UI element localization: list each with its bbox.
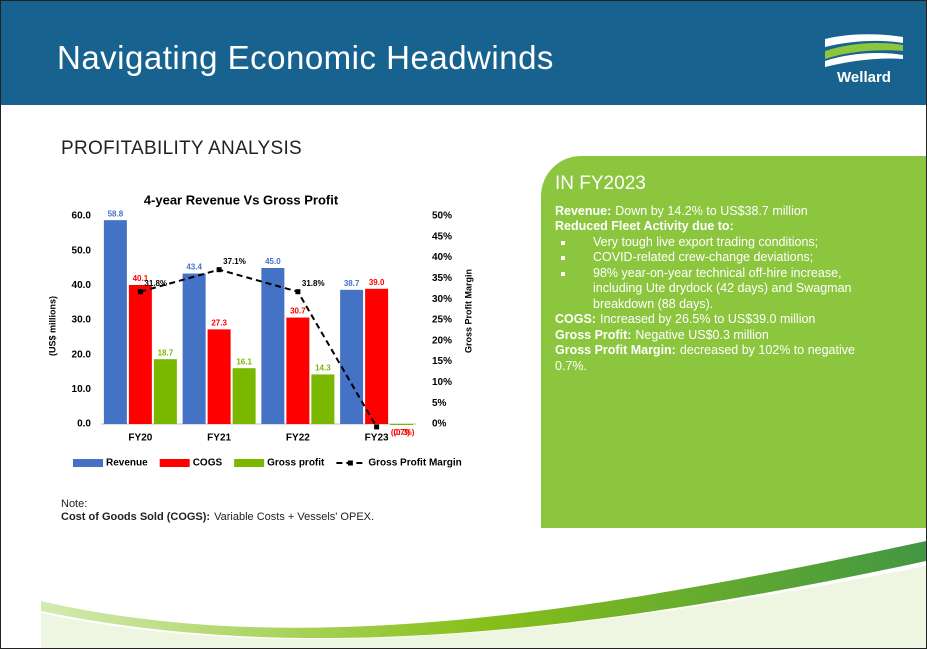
header: Navigating Economic Headwinds Wellard [1, 1, 926, 105]
bar [340, 290, 363, 424]
panel-heading: IN FY2023 [555, 176, 882, 192]
legend-swatch [348, 461, 353, 466]
x-tick-label: FY21 [207, 433, 231, 444]
panel-label: Reduced Fleet Activity due to: [555, 219, 734, 233]
bullet: 98% year-on-year technical off-hire incr… [575, 266, 882, 313]
logo-text: Wellard [837, 69, 891, 86]
panel-text: Increased by 26.5% to US$39.0 million [600, 312, 815, 326]
y2-tick-label: 40% [432, 252, 452, 263]
note-body: Cost of Goods Sold (COGS): Variable Costs… [61, 511, 374, 524]
panel-line: Gross Profit Margin:decreased by 102% to… [555, 343, 882, 374]
panel-line: Gross Profit: Negative US$0.3 million [555, 328, 882, 344]
line-value-label: 31.8% [144, 279, 167, 288]
bar [104, 220, 127, 424]
note-heading: Note: [61, 498, 374, 511]
y2-tick-label: 15% [432, 356, 452, 367]
y2-tick-label: 5% [432, 398, 447, 409]
bar-value-label: 39.0 [369, 278, 385, 287]
logo: Wellard [819, 29, 909, 89]
panel-line: Reduced Fleet Activity due to: [555, 219, 882, 235]
y-axis-label: (US$ millions) [47, 296, 57, 356]
y2-tick-label: 25% [432, 315, 452, 326]
x-tick-label: FY22 [286, 433, 310, 444]
note-label: Cost of Goods Sold (COGS): [61, 511, 210, 523]
bar [154, 359, 177, 424]
bar [183, 274, 206, 424]
panel-bullets: Very tough live export trading condition… [555, 235, 882, 313]
legend-label: COGS [193, 458, 223, 469]
y2-tick-label: 50% [432, 211, 452, 222]
bar [286, 318, 309, 424]
bar-value-label: 18.7 [158, 348, 174, 357]
y-tick-label: 0.0 [77, 419, 91, 430]
bar-value-label: 14.3 [315, 364, 331, 373]
bullet: COVID-related crew-change deviations; [575, 250, 882, 266]
bar-value-label: 27.3 [211, 318, 227, 327]
legend-swatch [160, 459, 190, 467]
bar [129, 285, 152, 424]
line-value-label: (0.7%) [391, 428, 415, 437]
bar [233, 368, 256, 424]
panel-label: Gross Profit Margin: [555, 343, 676, 357]
legend-label: Gross profit [267, 458, 325, 469]
bar [390, 424, 413, 425]
bar-value-label: 45.0 [265, 257, 281, 266]
bar [261, 268, 284, 424]
panel-label: COGS: [555, 312, 596, 326]
x-tick-label: FY20 [128, 433, 152, 444]
note-text: Variable Costs + Vessels' OPEX. [214, 511, 374, 523]
bar-value-label: 58.8 [108, 209, 124, 218]
y-tick-label: 40.0 [72, 280, 92, 291]
bar [365, 289, 388, 424]
y2-tick-label: 30% [432, 294, 452, 305]
line-marker [138, 289, 143, 294]
slide: Navigating Economic Headwinds Wellard PR… [0, 0, 927, 649]
y2-tick-label: 0% [432, 419, 447, 430]
y2-tick-label: 20% [432, 335, 452, 346]
bar-value-label: 30.7 [290, 307, 306, 316]
y2-tick-label: 45% [432, 231, 452, 242]
line-value-label: 31.8% [302, 279, 325, 288]
panel-label: Revenue: [555, 204, 611, 218]
panel-text: Negative US$0.3 million [635, 328, 768, 342]
bar [311, 374, 334, 424]
x-tick-label: FY23 [365, 433, 389, 444]
title: Navigating Economic Headwinds [57, 39, 554, 77]
chart: 4-year Revenue Vs Gross Profit (US$ mill… [31, 181, 481, 481]
panel-line: COGS: Increased by 26.5% to US$39.0 milli… [555, 312, 882, 328]
bar [208, 329, 231, 424]
panel: IN FY2023 Revenue: Down by 14.2% to US$38… [541, 156, 927, 528]
legend-swatch [234, 459, 264, 467]
chart-title: 4-year Revenue Vs Gross Profit [144, 192, 339, 207]
panel-line: Revenue: Down by 14.2% to US$38.7 million [555, 204, 882, 220]
line-marker [217, 267, 222, 272]
bullet: Very tough live export trading condition… [575, 235, 882, 251]
panel-text: Down by 14.2% to US$38.7 million [615, 204, 807, 218]
y2-tick-label: 35% [432, 273, 452, 284]
bar-value-label: 38.7 [344, 279, 360, 288]
y-tick-label: 30.0 [72, 315, 92, 326]
y-tick-label: 10.0 [72, 384, 92, 395]
section-title: PROFITABILITY ANALYSIS [61, 138, 302, 160]
y2-axis-label: Gross Profit Margin [463, 269, 473, 353]
y2-tick-label: 10% [432, 377, 452, 388]
y-tick-label: 60.0 [72, 211, 92, 222]
y-tick-label: 20.0 [72, 349, 92, 360]
line-marker [295, 289, 300, 294]
bar-value-label: 16.1 [236, 357, 252, 366]
legend-label: Gross Profit Margin [368, 458, 461, 469]
legend-swatch [73, 459, 103, 467]
y-tick-label: 50.0 [72, 245, 92, 256]
bar-value-label: 43.4 [186, 263, 202, 272]
panel-label: Gross Profit: [555, 328, 631, 342]
note: Note: Cost of Goods Sold (COGS): Variable… [61, 498, 374, 524]
line-value-label: 37.1% [223, 257, 246, 266]
line-marker [374, 424, 379, 429]
legend-label: Revenue [106, 458, 148, 469]
